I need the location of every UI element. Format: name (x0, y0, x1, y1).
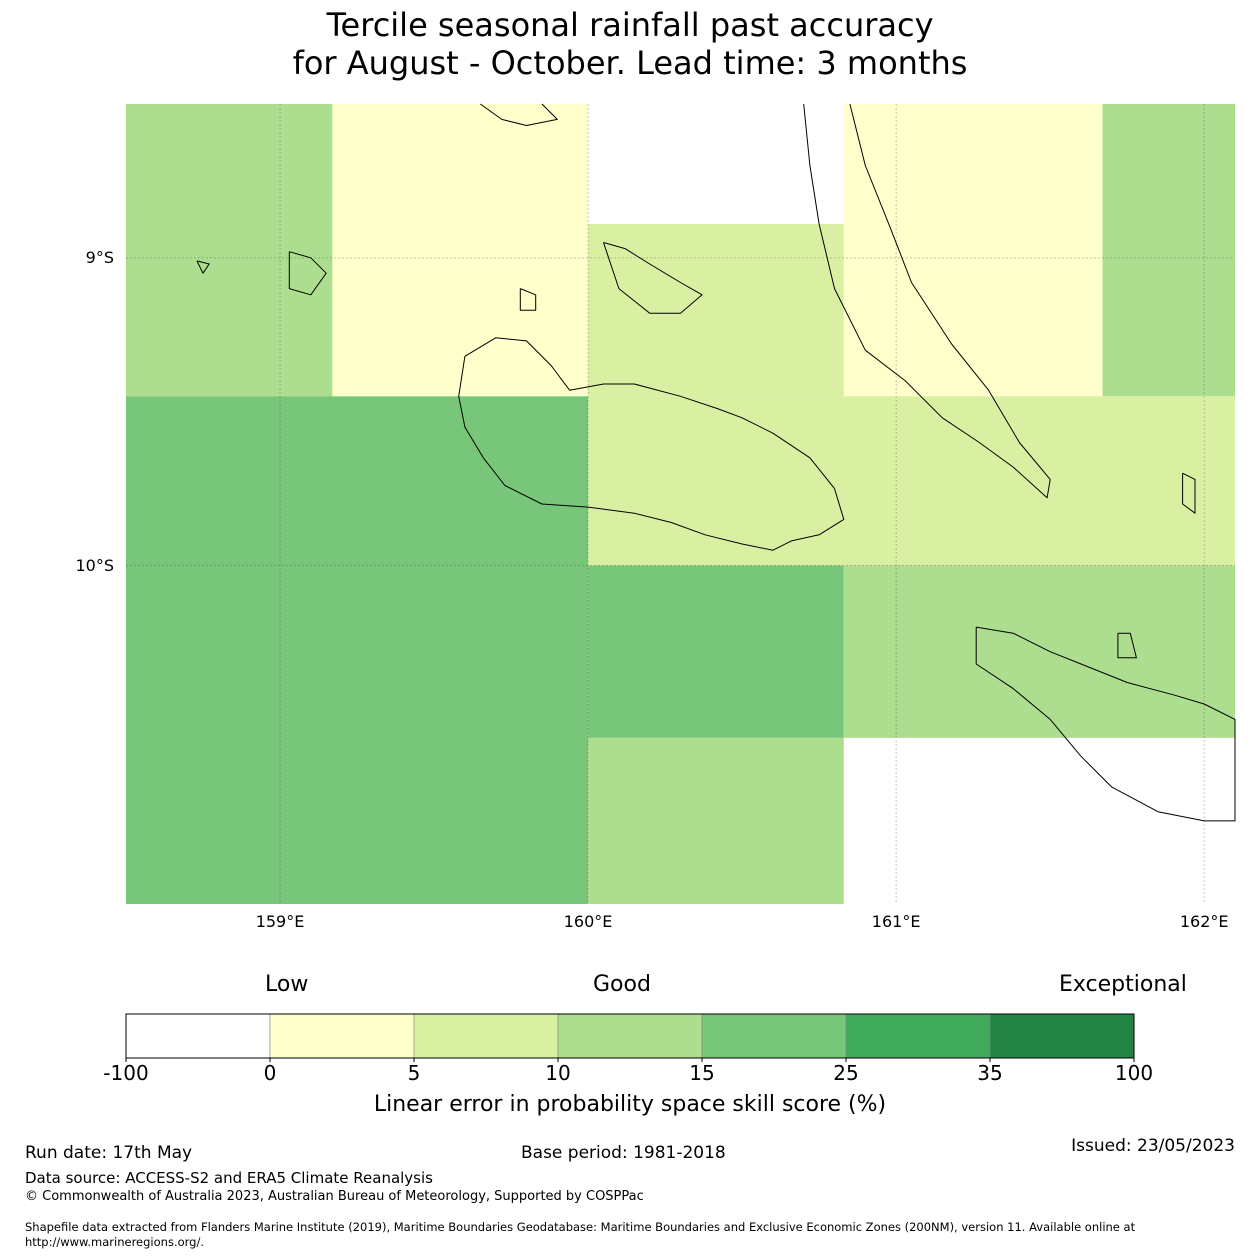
colorbar-tick-label-1: 0 (263, 1061, 277, 1085)
coastline-nggela (603, 242, 703, 314)
lat-tick-label-1: 10°S (75, 555, 114, 575)
colorbar-bin-1 (269, 1013, 415, 1059)
copyright: © Commonwealth of Australia 2023, Austra… (25, 1189, 644, 1204)
coastline-savo (519, 288, 537, 311)
lon-tick-label-3: 162°E (1179, 912, 1229, 931)
coastline-russell (288, 251, 327, 296)
colorbar-tick-label-6: 35 (977, 1061, 1003, 1085)
base-period: Base period: 1981-2018 (521, 1143, 726, 1163)
colorbar-tick-label-3: 10 (545, 1061, 571, 1085)
lat-tick-label-0: 9°S (85, 247, 114, 267)
coastline-ugi (1117, 632, 1137, 659)
skill-cell-7 (588, 396, 1235, 566)
skill-cell-8 (588, 565, 844, 738)
colorbar-bin-3 (557, 1013, 703, 1059)
colorbar-bin-0 (125, 1013, 271, 1059)
colorbar-bin-5 (845, 1013, 991, 1059)
title-line-1: Tercile seasonal rainfall past accuracy (326, 6, 934, 44)
coastlines (196, 103, 1236, 822)
issued-date: Issued: 23/05/2023 (1071, 1136, 1235, 1156)
title-line-2: for August - October. Lead time: 3 month… (292, 44, 968, 82)
colorbar-title: Linear error in probability space skill … (373, 1092, 887, 1117)
skill-cell-1 (332, 104, 589, 397)
lon-tick-label-0: 159°E (255, 912, 305, 931)
colorbar-frame (125, 1013, 1135, 1059)
legend-category-exceptional: Exceptional (1059, 972, 1187, 997)
skill-cell-2 (588, 104, 844, 224)
lon-tick-label-2: 161°E (871, 912, 921, 931)
skill-cell-3 (588, 224, 844, 397)
legend-category-good: Good (593, 972, 651, 997)
skill-cell-0 (126, 104, 333, 397)
lon-tick-label-1: 160°E (563, 912, 613, 931)
run-date: Run date: 17th May (25, 1143, 193, 1163)
coastline-small-west (196, 260, 210, 274)
colorbar-tick-label-5: 25 (833, 1061, 859, 1085)
data-source: Data source: ACCESS-S2 and ERA5 Climate … (25, 1169, 433, 1187)
colorbar-tick-label-7: 100 (1114, 1061, 1154, 1085)
coastline-malaita (803, 103, 1051, 499)
legend-category-low: Low (265, 972, 309, 997)
skill-cell-6 (126, 396, 589, 904)
skill-cell-4 (843, 104, 1103, 397)
skill-cell-10 (588, 737, 844, 904)
coastline-guadalcanal (458, 337, 845, 551)
coastline-ulawa (1182, 472, 1196, 514)
colorbar-bin-4 (701, 1013, 847, 1059)
skill-cell-9 (843, 565, 1235, 738)
colorbar-bin-2 (413, 1013, 559, 1059)
colorbar (125, 1013, 1135, 1062)
colorbar-tick-label-2: 5 (407, 1061, 421, 1085)
colorbar-tick-label-0: -100 (103, 1061, 149, 1085)
skill-cell-5 (1102, 104, 1235, 397)
shapefile-credit-line-2: http://www.marineregions.org/. (25, 1235, 204, 1249)
colorbar-tick-label-4: 15 (689, 1061, 715, 1085)
skill-grid (126, 104, 1235, 904)
coastline-florida-north (480, 103, 558, 126)
coastline-makira (975, 626, 1236, 822)
shapefile-credit-line-1: Shapefile data extracted from Flanders M… (25, 1220, 1136, 1234)
chart-title: Tercile seasonal rainfall past accuracy … (0, 6, 1260, 82)
colorbar-bin-6 (989, 1013, 1135, 1059)
